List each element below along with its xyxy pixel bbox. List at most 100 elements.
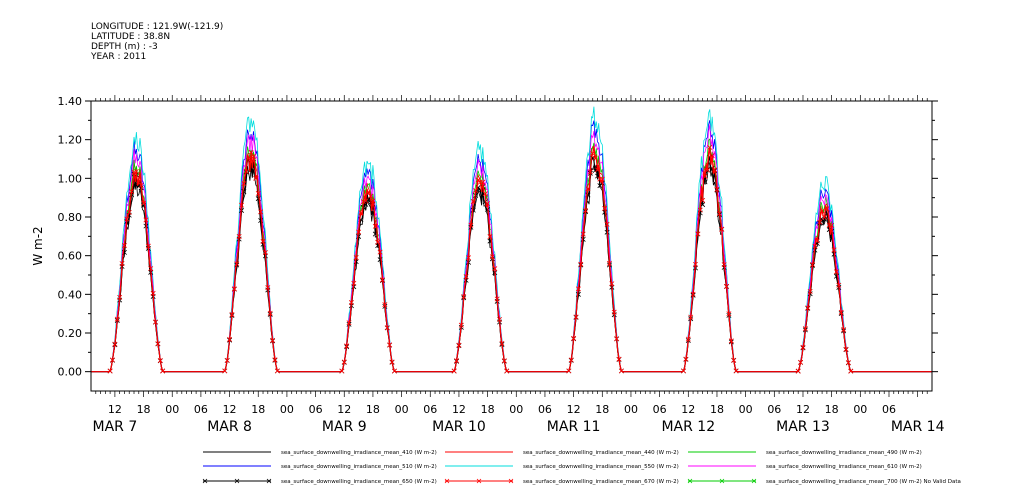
series-marker-7	[339, 368, 345, 374]
series-marker-7	[845, 360, 851, 366]
series-marker-7	[695, 231, 701, 237]
series-marker-7	[110, 357, 115, 363]
year-label: YEAR : 2011	[91, 52, 147, 62]
series-marker-7	[160, 368, 166, 374]
series-marker-7	[590, 151, 596, 157]
x-day-label: MAR 8	[207, 419, 252, 435]
series-marker-7	[812, 243, 818, 249]
series-marker-7	[712, 167, 718, 173]
series-marker-7	[843, 346, 849, 352]
series-marker-7	[690, 291, 696, 297]
series-line-1	[91, 146, 932, 373]
x-hour-label: 18	[710, 403, 724, 416]
dataset-metadata: LONGITUDE : 121.9W(-121.9) LATITUDE : 38…	[91, 22, 223, 62]
series-marker-7	[136, 179, 142, 185]
series-marker-7	[595, 167, 600, 173]
series-marker-7	[466, 255, 471, 261]
series-marker-7	[239, 202, 245, 208]
series-marker-7	[571, 335, 577, 341]
series-marker-7	[387, 342, 393, 348]
series-marker-7	[817, 219, 823, 225]
y-tick-label: 0.60	[58, 250, 83, 263]
series-marker-7	[377, 249, 383, 255]
y-tick-label: 0.00	[58, 366, 83, 379]
series-marker-7	[231, 286, 237, 292]
series-marker-7	[150, 290, 156, 296]
series-marker-7	[470, 199, 476, 204]
series-marker-7	[368, 193, 374, 199]
x-hour-label: 06	[423, 403, 437, 416]
series-line-0	[91, 161, 932, 373]
series-marker-7	[482, 191, 488, 197]
plot-frame	[90, 100, 933, 392]
series-marker-7	[795, 368, 801, 374]
latitude-label: LATITUDE : 38.8N	[91, 32, 171, 42]
series-marker-7	[494, 296, 500, 302]
legend-marker	[444, 478, 450, 484]
legend-label: sea_surface_downwelling_irradiance_mean_…	[766, 479, 961, 485]
series-marker-7	[458, 322, 464, 328]
series-marker-7	[382, 302, 388, 308]
series-marker-7	[798, 359, 804, 365]
series-marker-7	[243, 168, 249, 174]
series-marker-7	[716, 211, 722, 217]
series-marker-7	[700, 197, 706, 203]
series-marker-7	[487, 234, 493, 240]
series-marker-7	[353, 255, 359, 261]
series-marker-7	[138, 182, 144, 188]
series-marker-7	[456, 342, 462, 348]
x-day-label: MAR 12	[661, 419, 715, 435]
series-marker-7	[501, 358, 507, 364]
series-marker-7	[451, 368, 457, 374]
y-tick-label: 0.40	[58, 288, 83, 301]
x-day-label: MAR 10	[432, 419, 486, 435]
x-day-label: MAR 7	[93, 419, 138, 435]
x-hour-label: 18	[825, 403, 839, 416]
legend-label: sea_surface_downwelling_irradiance_mean_…	[281, 464, 437, 470]
series-marker-7	[802, 326, 808, 332]
series-marker-7	[227, 336, 233, 342]
x-hour-label: 12	[567, 403, 581, 416]
series-marker-7	[121, 243, 127, 248]
legend-label: sea_surface_downwelling_irradiance_mean_…	[766, 464, 922, 470]
series-marker-7	[492, 266, 498, 272]
series-marker-7	[389, 359, 395, 365]
series-marker-7	[504, 368, 510, 374]
series-marker-6	[482, 199, 488, 205]
y-tick-label: 1.00	[58, 172, 83, 185]
x-hour-label: 06	[882, 403, 896, 416]
series-marker-7	[485, 201, 491, 207]
y-axis-label: W m-2	[31, 226, 45, 265]
series-marker-7	[697, 207, 703, 213]
x-hour-label: 00	[280, 403, 294, 416]
series-marker-7	[829, 222, 835, 228]
series-marker-7	[721, 262, 727, 268]
series-marker-7	[728, 338, 734, 344]
series-marker-7	[592, 155, 598, 161]
y-tick-label: 1.20	[58, 134, 83, 147]
series-marker-7	[272, 357, 278, 363]
series-marker-7	[807, 288, 813, 294]
series-marker-7	[499, 340, 505, 346]
y-tick-label: 1.40	[58, 95, 83, 108]
series-marker-7	[497, 316, 503, 322]
depth-label: DEPTH (m) : -3	[91, 42, 158, 52]
series-marker-7	[583, 208, 589, 214]
x-hour-label: 12	[337, 403, 351, 416]
series-marker-7	[724, 283, 730, 289]
x-day-label: MAR 13	[776, 419, 830, 435]
legend-marker	[751, 478, 757, 484]
x-hour-label: 18	[595, 403, 609, 416]
series-marker-7	[344, 343, 350, 349]
series-marker-7	[253, 175, 259, 181]
x-day-label: MAR 14	[891, 419, 945, 435]
series-marker-7	[224, 357, 230, 363]
series-marker-7	[380, 277, 385, 283]
x-hour-label: 18	[251, 403, 265, 416]
legend-marker	[476, 478, 482, 484]
series-marker-7	[602, 206, 608, 212]
series-marker-7	[606, 260, 612, 266]
series-marker-7	[246, 155, 252, 161]
series-line-7	[91, 145, 932, 373]
